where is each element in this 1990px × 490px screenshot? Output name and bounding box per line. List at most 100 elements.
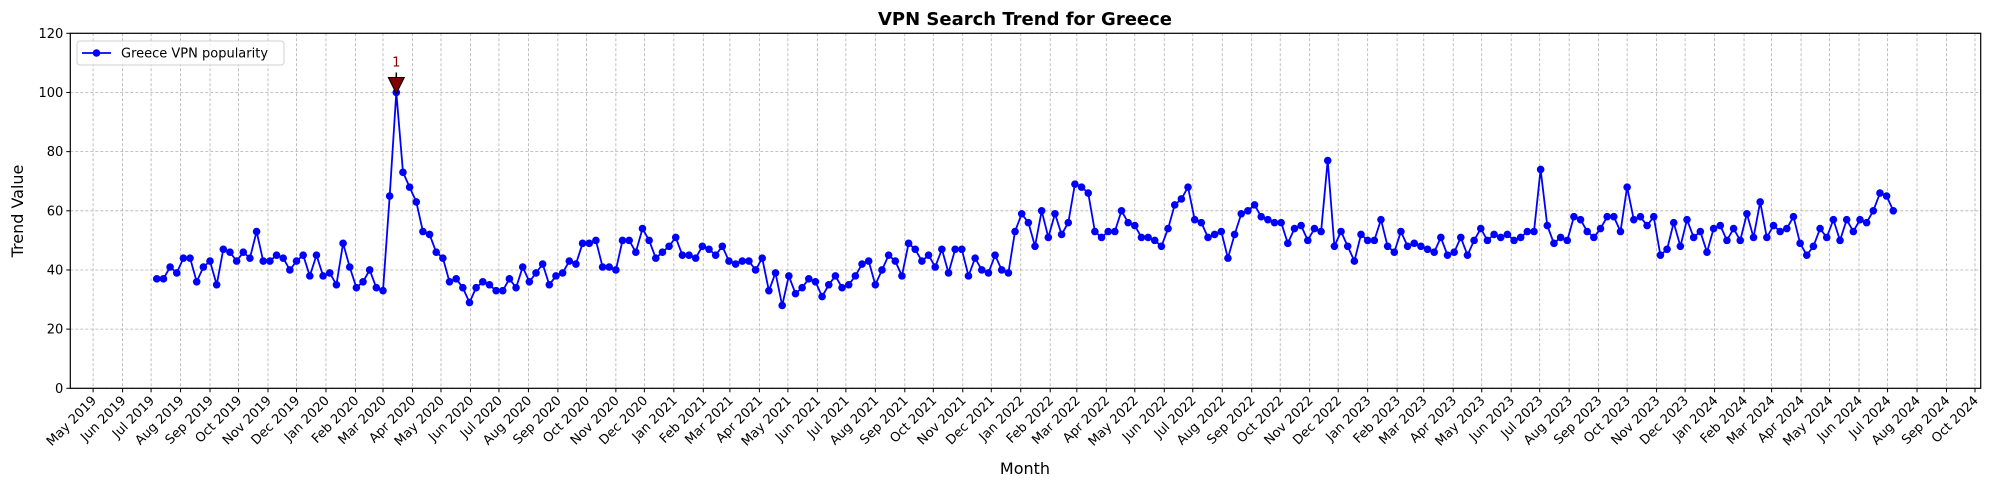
data-point [299,251,307,259]
data-point [1470,236,1478,245]
data-point [1796,239,1804,248]
data-point [1150,236,1159,245]
data-point [991,251,999,259]
data-point [1244,207,1252,215]
data-point [1457,233,1465,242]
data-point [219,245,228,254]
data-point [312,251,321,259]
data-point [266,257,274,265]
data-point [778,301,786,310]
data-point [259,257,268,265]
data-point [984,269,993,277]
data-point [425,230,434,239]
data-point [1297,221,1305,230]
data-point [432,248,441,257]
data-point [1536,165,1545,174]
data-point [572,260,580,268]
data-point [738,257,747,265]
data-point [745,257,753,265]
data-point [1849,227,1858,236]
data-point [1703,248,1711,257]
data-point [804,275,813,283]
data-point [485,280,494,289]
annotation-triangle-marker [387,76,406,95]
data-point [1390,248,1399,257]
data-point [625,236,633,245]
data-point [1417,242,1425,251]
data-point [1031,242,1039,251]
data-point [1303,236,1312,245]
data-point [1430,248,1438,257]
data-point [638,224,647,233]
data-point [1197,218,1206,227]
data-point [1450,248,1458,257]
data-point [419,227,427,236]
data-point [791,289,800,298]
data-point [1104,227,1112,236]
data-point [1829,215,1838,224]
data-point [1610,212,1618,221]
x-axis-label: Month [1000,459,1050,478]
y-axis-label: Trend Value [8,165,27,259]
data-point [751,266,760,274]
data-point [172,269,181,277]
data-point [678,251,687,259]
data-point [1643,221,1651,230]
data-point [399,168,407,177]
data-point [1749,233,1758,242]
data-point [1037,207,1046,215]
data-point [1543,221,1552,230]
data-point [1723,236,1731,245]
data-point [1556,233,1565,242]
y-tick-label: 40 [47,263,64,278]
data-point [585,239,594,248]
data-point [1357,230,1365,239]
data-point [971,254,979,262]
data-point [931,263,940,271]
data-point [1483,236,1492,245]
data-point [651,254,660,262]
data-point [578,239,587,248]
data-point [325,269,334,277]
data-point [498,286,507,295]
data-point [492,286,500,295]
data-point [824,280,833,289]
data-point [558,269,567,277]
data-point [212,280,221,289]
y-tick-label: 100 [38,86,63,101]
data-point [459,283,467,292]
data-point [1164,224,1172,233]
data-point [1503,230,1512,239]
data-point [1284,239,1292,248]
data-point [552,272,560,280]
data-point [1137,233,1146,242]
data-point [1210,230,1219,239]
data-point [319,272,327,280]
data-point [1576,215,1585,224]
data-point [1343,242,1352,251]
data-point [771,269,780,277]
y-tick-label: 0 [55,382,63,397]
data-point [365,266,374,274]
data-point [1337,227,1345,236]
data-point [1550,239,1558,248]
data-point [592,236,600,245]
data-point [1769,221,1778,230]
data-point [1729,224,1738,233]
data-point [898,272,906,280]
data-point [1736,236,1745,245]
data-point [884,251,893,259]
legend-box [76,40,285,66]
data-point [1656,251,1665,259]
data-point [152,275,161,283]
data-point [1822,233,1831,242]
data-point [1649,212,1658,221]
legend: Greece VPN popularity [76,40,285,66]
legend-label: Greece VPN popularity [121,47,268,62]
data-point [1071,180,1079,188]
y-axis-ticks: 0 20 40 60 80 100 120 [38,27,71,397]
data-point [1131,221,1139,230]
data-point [1756,198,1764,206]
data-point [1696,227,1705,236]
data-point [199,263,208,271]
